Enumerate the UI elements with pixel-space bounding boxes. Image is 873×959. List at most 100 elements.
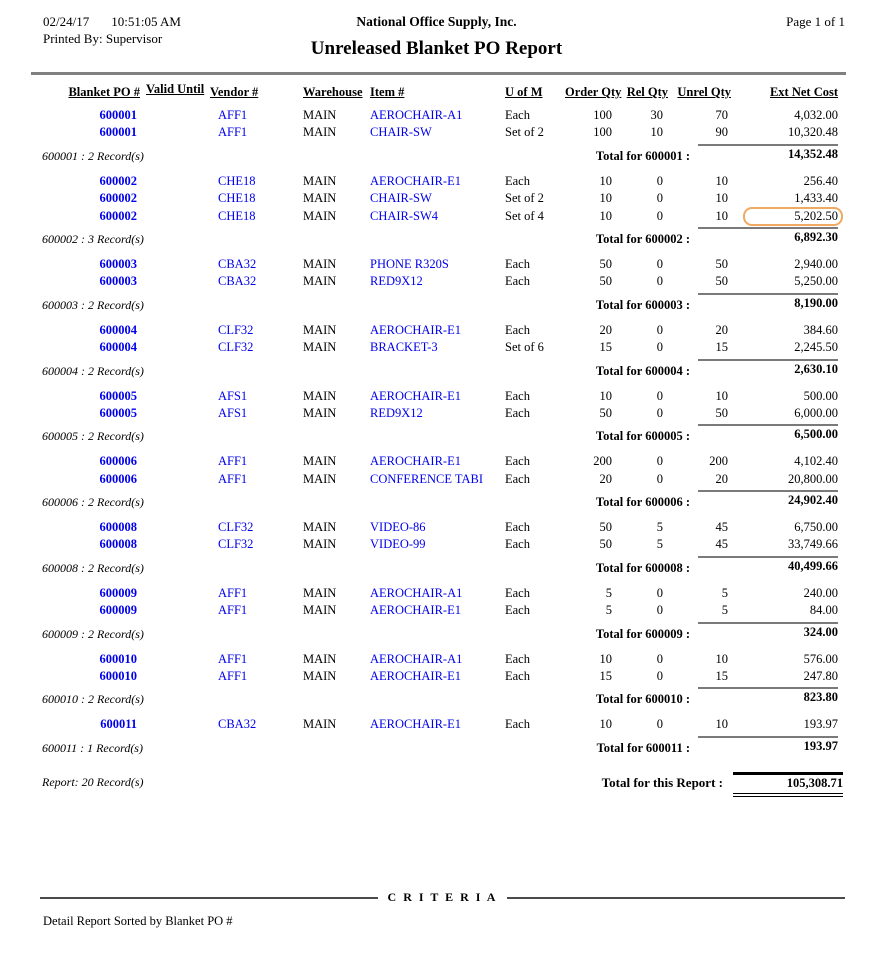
cell-unrel-qty: 45 — [715, 537, 729, 552]
cell-vendor[interactable]: CBA32 — [218, 256, 257, 271]
cell-valid-until — [140, 405, 206, 422]
cell-item[interactable]: BRACKET-3 — [370, 340, 438, 355]
cell-blanket-po[interactable]: 600010 — [99, 651, 138, 666]
cell-vendor[interactable]: CLF32 — [218, 322, 254, 337]
cell-item[interactable]: VIDEO-99 — [370, 537, 426, 552]
cell-vendor[interactable]: CLF32 — [218, 340, 254, 355]
po-group: 600008 CLF32 MAIN VIDEO-86 Each 50 5 45 6,750.00… — [42, 519, 838, 576]
cell-valid-until — [140, 124, 206, 141]
cell-item[interactable]: CHAIR-SW4 — [370, 208, 439, 223]
cell-blanket-po[interactable]: 600009 — [99, 585, 138, 600]
cell-item[interactable]: CHAIR-SW — [370, 191, 432, 206]
cell-item[interactable]: VIDEO-86 — [370, 520, 426, 535]
cell-vendor[interactable]: AFF1 — [218, 603, 248, 618]
group-total-left: 600003 : 2 Record(s) Total for 600003 : — [42, 293, 698, 313]
cell-blanket-po[interactable]: 600011 — [100, 717, 137, 732]
cell-blanket-po[interactable]: 600006 — [99, 471, 138, 486]
cell-uom: Each — [505, 256, 530, 271]
selected-cell-highlight[interactable]: 5,202.50 — [743, 206, 843, 226]
cell-valid-until — [140, 585, 206, 602]
cell-rel-qty: 0 — [656, 191, 663, 206]
criteria-line-left — [40, 896, 378, 899]
report-row: 600002 CHE18 MAIN CHAIR-SW Set of 2 10 0 10 1,43… — [42, 190, 839, 207]
cell-vendor[interactable]: AFS1 — [218, 405, 248, 420]
cell-item[interactable]: AEROCHAIR-A1 — [370, 585, 463, 600]
cell-vendor[interactable]: AFF1 — [218, 454, 248, 469]
cell-vendor[interactable]: CHE18 — [218, 208, 256, 223]
cell-vendor[interactable]: CHE18 — [218, 173, 256, 188]
cell-blanket-po[interactable]: 600010 — [99, 669, 138, 684]
cell-item[interactable]: AEROCHAIR-E1 — [370, 388, 461, 403]
cell-vendor[interactable]: CBA32 — [218, 274, 257, 289]
group-record-count: 600009 : 2 Record(s) — [42, 626, 144, 641]
cell-vendor[interactable]: AFS1 — [218, 388, 248, 403]
cell-vendor[interactable]: CHE18 — [218, 191, 256, 206]
cell-vendor[interactable]: AFF1 — [218, 651, 248, 666]
cell-item[interactable]: AEROCHAIR-E1 — [370, 322, 461, 337]
cell-warehouse: MAIN — [303, 585, 337, 600]
cell-blanket-po[interactable]: 600003 — [99, 274, 138, 289]
report-row: 600003 CBA32 MAIN PHONE R320S Each 50 0 50 2,940… — [42, 256, 839, 273]
cell-unrel-qty: 50 — [715, 256, 729, 271]
po-group: 600009 AFF1 MAIN AEROCHAIR-A1 Each 5 0 5 240.00 6… — [42, 585, 838, 642]
cell-vendor[interactable]: CLF32 — [218, 520, 254, 535]
cell-unrel-qty: 10 — [715, 191, 729, 206]
cell-vendor[interactable]: CLF32 — [218, 537, 254, 552]
company-name: National Office Supply, Inc. — [356, 14, 517, 29]
cell-ext-net-cost: 1,433.40 — [794, 191, 838, 206]
group-record-count: 600008 : 2 Record(s) — [42, 560, 144, 575]
cell-item[interactable]: AEROCHAIR-E1 — [370, 454, 461, 469]
cell-item[interactable]: CHAIR-SW — [370, 125, 432, 140]
cell-order-qty: 5 — [605, 603, 612, 618]
cell-blanket-po[interactable]: 600005 — [99, 388, 138, 403]
cell-blanket-po[interactable]: 600004 — [99, 322, 138, 337]
cell-item[interactable]: AEROCHAIR-E1 — [370, 669, 461, 684]
cell-ext-net-cost: 4,032.00 — [794, 108, 838, 122]
group-total-label: Total for 600009 : — [595, 626, 690, 641]
cell-vendor[interactable]: AFF1 — [218, 669, 248, 684]
cell-ext-net-cost: 33,749.66 — [788, 537, 838, 552]
cell-blanket-po[interactable]: 600005 — [99, 405, 138, 420]
print-datetime: 02/24/17 10:51:05 AM — [43, 13, 181, 30]
page-title: Unreleased Blanket PO Report — [310, 38, 563, 59]
cell-order-qty: 10 — [599, 651, 613, 666]
cell-item[interactable]: CONFERENCE TABI — [370, 471, 484, 486]
cell-valid-until — [140, 716, 206, 733]
cell-vendor[interactable]: AFF1 — [218, 108, 248, 122]
cell-warehouse: MAIN — [303, 454, 337, 469]
cell-item[interactable]: AEROCHAIR-E1 — [370, 717, 461, 732]
cell-blanket-po[interactable]: 600008 — [99, 537, 138, 552]
cell-vendor[interactable]: AFF1 — [218, 585, 248, 600]
cell-order-qty: 10 — [599, 208, 613, 223]
cell-item[interactable]: RED9X12 — [370, 405, 423, 420]
cell-item[interactable]: RED9X12 — [370, 274, 423, 289]
cell-rel-qty: 30 — [650, 108, 664, 122]
cell-valid-until — [140, 107, 206, 124]
group-record-count: 600011 : 1 Record(s) — [42, 740, 143, 755]
cell-blanket-po[interactable]: 600001 — [99, 108, 138, 122]
cell-item[interactable]: AEROCHAIR-E1 — [370, 603, 461, 618]
cell-item[interactable]: PHONE R320S — [370, 256, 449, 271]
cell-blanket-po[interactable]: 600008 — [99, 520, 138, 535]
cell-blanket-po[interactable]: 600004 — [99, 340, 138, 355]
cell-order-qty: 100 — [593, 125, 612, 140]
cell-vendor[interactable]: CBA32 — [218, 717, 257, 732]
cell-item[interactable]: AEROCHAIR-A1 — [370, 108, 463, 122]
cell-blanket-po[interactable]: 600002 — [99, 208, 138, 223]
cell-blanket-po[interactable]: 600002 — [99, 173, 138, 188]
cell-blanket-po[interactable]: 600001 — [99, 125, 138, 140]
cell-order-qty: 15 — [599, 340, 613, 355]
column-header-uom: U of M — [505, 85, 543, 99]
cell-blanket-po[interactable]: 600009 — [99, 603, 138, 618]
cell-blanket-po[interactable]: 600006 — [99, 454, 138, 469]
cell-valid-until — [140, 322, 206, 339]
cell-blanket-po[interactable]: 600003 — [99, 256, 138, 271]
report-row: 600008 CLF32 MAIN VIDEO-86 Each 50 5 45 6,750.00 — [42, 519, 839, 536]
cell-vendor[interactable]: AFF1 — [218, 125, 248, 140]
cell-unrel-qty: 15 — [715, 340, 729, 355]
cell-item[interactable]: AEROCHAIR-A1 — [370, 651, 463, 666]
cell-vendor[interactable]: AFF1 — [218, 471, 248, 486]
cell-item[interactable]: AEROCHAIR-E1 — [370, 173, 461, 188]
cell-uom: Set of 2 — [505, 191, 544, 206]
cell-blanket-po[interactable]: 600002 — [99, 191, 138, 206]
